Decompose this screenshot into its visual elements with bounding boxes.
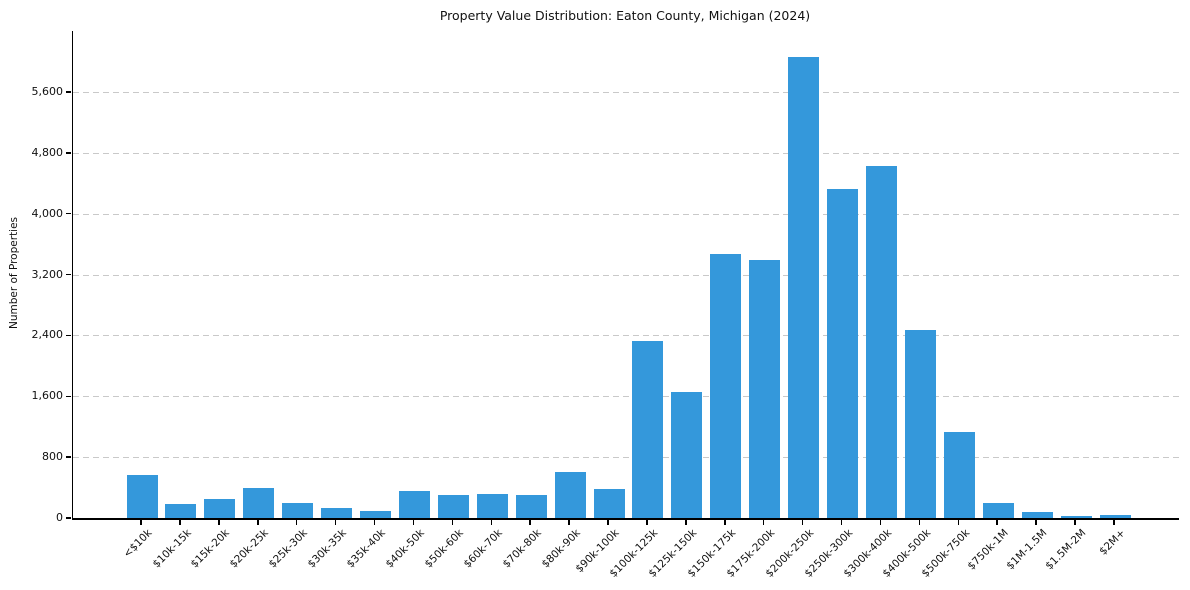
x-tick-mark <box>957 520 960 525</box>
x-tick-mark <box>685 520 687 525</box>
x-tick-label: $40k-50k <box>383 527 427 571</box>
x-tick-mark <box>840 520 843 525</box>
x-tick-mark <box>918 520 921 525</box>
bar <box>476 494 508 518</box>
bar <box>982 503 1014 518</box>
x-tick-mark <box>257 520 259 525</box>
y-tick-label: 5,600 <box>31 84 64 98</box>
bar <box>749 260 781 518</box>
x-tick-mark <box>607 520 609 525</box>
x-tick-label: $70k-80k <box>500 527 544 571</box>
bar <box>1099 514 1131 518</box>
x-tick-mark <box>1113 520 1115 525</box>
gridline <box>73 213 1179 215</box>
gridline <box>73 274 1179 276</box>
chart-title: Property Value Distribution: Eaton Count… <box>439 8 811 23</box>
bar <box>710 253 742 518</box>
bar <box>788 56 820 518</box>
x-tick-label: $750k-1M <box>965 527 1011 573</box>
x-tick-label: $50k-60k <box>422 527 466 571</box>
gridline <box>73 91 1179 93</box>
x-tick-label: $15k-20k <box>188 527 233 571</box>
bar <box>632 340 664 518</box>
bar <box>1060 516 1092 518</box>
x-tick-mark <box>412 520 415 525</box>
y-tick-label: 0 <box>56 511 63 524</box>
bar <box>827 189 859 518</box>
x-tick-mark <box>724 520 726 525</box>
x-tick-label: $20k-25k <box>227 527 272 571</box>
y-tick-mark <box>66 91 71 93</box>
bar <box>243 488 275 518</box>
x-tick-mark <box>295 520 298 525</box>
bar <box>1021 511 1053 518</box>
y-tick-label: 3,200 <box>31 267 64 281</box>
bar <box>204 498 236 518</box>
y-tick-mark <box>66 152 71 154</box>
x-tick-mark <box>646 520 648 525</box>
x-tick-label: $60k-70k <box>461 527 505 571</box>
y-tick-mark <box>66 456 71 458</box>
y-tick-mark <box>66 517 71 519</box>
x-tick-mark <box>373 520 376 525</box>
x-tick-mark <box>451 520 454 525</box>
y-tick-mark <box>66 212 71 215</box>
y-tick-label: 2,400 <box>31 328 64 342</box>
bar <box>321 508 353 518</box>
x-tick-mark <box>179 520 181 525</box>
x-tick-label: $1.5M-2M <box>1043 527 1089 573</box>
bar <box>126 475 158 518</box>
y-tick-label: 4,000 <box>31 206 64 220</box>
x-tick-label: <$10k <box>121 527 155 561</box>
bar <box>554 472 586 518</box>
bar <box>904 330 936 518</box>
bar <box>593 489 625 518</box>
y-tick-mark <box>66 395 71 397</box>
x-tick-mark <box>140 520 142 525</box>
x-tick-label: $10k-15k <box>150 527 194 571</box>
y-tick-label: 4,800 <box>31 145 64 159</box>
x-tick-mark <box>334 520 337 525</box>
plot-area <box>72 31 1179 520</box>
bar <box>360 511 392 518</box>
x-tick-label: $35k-40k <box>344 527 389 571</box>
x-tick-mark <box>801 520 804 525</box>
bar <box>398 491 430 518</box>
x-tick-label: $2M+ <box>1096 527 1128 558</box>
bar <box>943 432 975 518</box>
y-tick-mark <box>66 273 71 276</box>
gridline <box>73 457 1179 459</box>
gridline <box>73 152 1179 154</box>
bar <box>282 502 314 518</box>
gridline <box>73 335 1179 337</box>
x-tick-label: $30k-35k <box>305 527 350 571</box>
x-tick-mark <box>879 520 882 525</box>
x-tick-mark <box>568 520 570 525</box>
x-tick-mark <box>1074 520 1076 525</box>
bar <box>515 495 547 518</box>
x-tick-mark <box>1035 520 1037 525</box>
x-tick-mark <box>762 520 765 525</box>
y-tick-label: 1,600 <box>31 389 64 403</box>
y-tick-label: 800 <box>42 450 63 464</box>
y-tick-mark <box>66 334 71 337</box>
bar <box>671 392 703 518</box>
x-tick-label: $1M-1.5M <box>1004 527 1050 573</box>
bar <box>165 504 197 518</box>
bar <box>865 166 897 518</box>
gridline <box>73 396 1179 398</box>
x-tick-mark <box>218 520 220 525</box>
bar <box>437 495 469 518</box>
x-tick-label: $25k-30k <box>266 527 311 571</box>
x-tick-mark <box>490 520 493 525</box>
x-tick-mark <box>996 520 998 525</box>
x-tick-mark <box>529 520 531 525</box>
